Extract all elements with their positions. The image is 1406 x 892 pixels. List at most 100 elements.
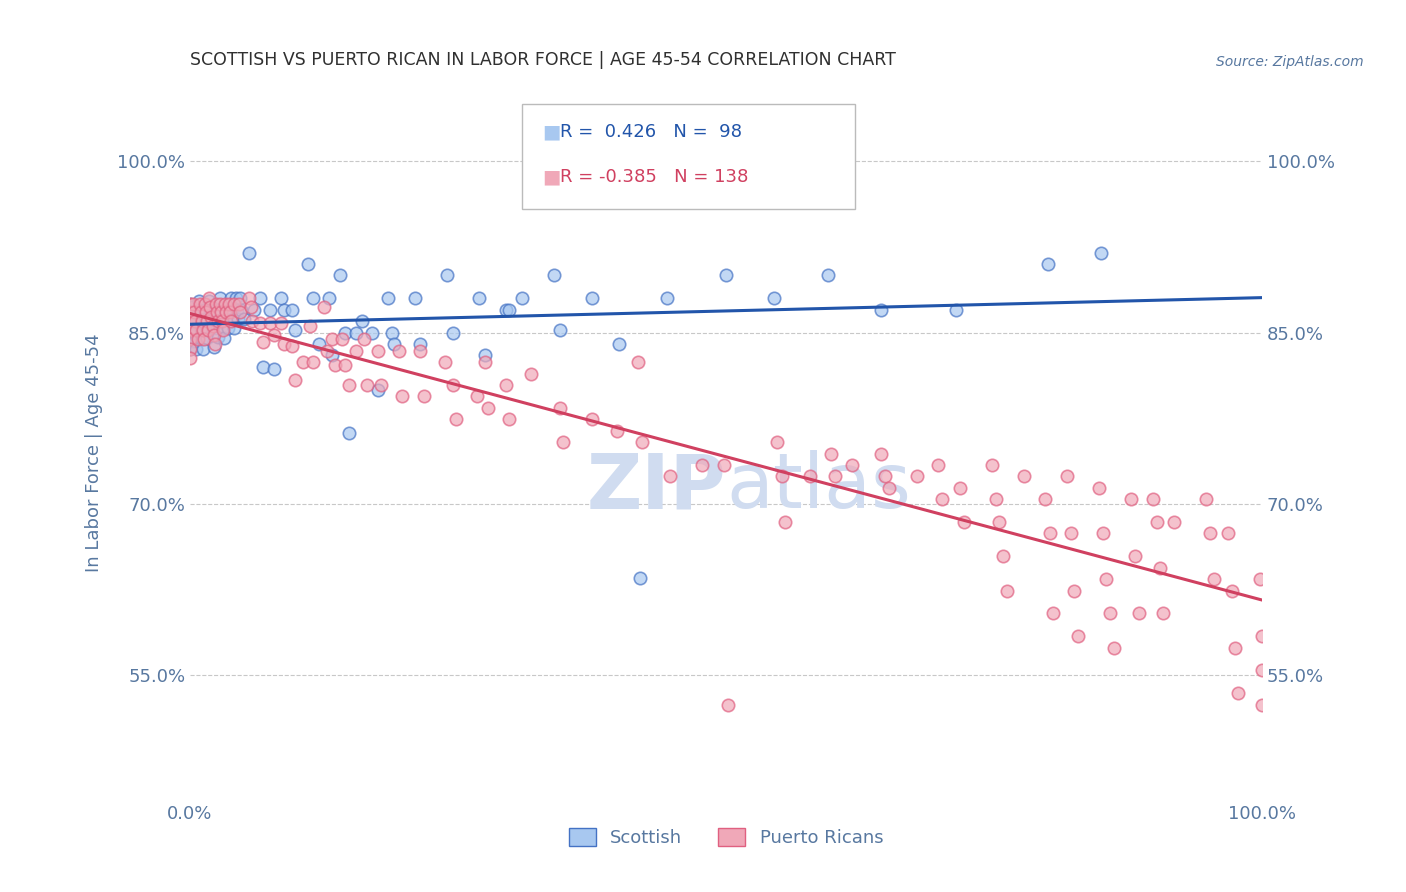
Point <box>321 348 343 362</box>
Point <box>409 343 432 358</box>
Point <box>953 515 976 529</box>
Point <box>207 314 229 328</box>
Point <box>468 291 491 305</box>
Point <box>1142 492 1164 507</box>
Point <box>291 355 314 369</box>
Point <box>543 268 565 283</box>
Point <box>441 378 464 392</box>
Point <box>297 257 319 271</box>
Point <box>1163 515 1185 529</box>
Point <box>444 412 467 426</box>
Point <box>1251 698 1274 712</box>
Point <box>273 302 295 317</box>
Point <box>1128 607 1150 621</box>
Point <box>1042 607 1064 621</box>
Point <box>204 297 226 311</box>
Point <box>1039 526 1062 541</box>
Point <box>988 515 1011 529</box>
Point <box>200 310 222 324</box>
Point <box>404 291 426 305</box>
Legend: Scottish, Puerto Ricans: Scottish, Puerto Ricans <box>561 821 890 855</box>
Point <box>218 297 240 311</box>
Point <box>191 314 214 328</box>
Point <box>187 332 209 346</box>
Point <box>1090 245 1112 260</box>
Point <box>195 305 218 319</box>
Point <box>284 323 307 337</box>
Point <box>179 342 201 356</box>
Point <box>179 332 201 346</box>
Point <box>1095 572 1118 586</box>
Point <box>1146 515 1168 529</box>
Point <box>655 291 678 305</box>
Point <box>391 389 413 403</box>
Point <box>215 311 238 326</box>
Point <box>436 268 458 283</box>
Point <box>377 291 399 305</box>
Point <box>183 305 205 319</box>
Point <box>194 311 217 326</box>
Point <box>259 317 281 331</box>
Point <box>367 383 389 397</box>
Point <box>495 302 517 317</box>
Point <box>1035 492 1057 507</box>
Point <box>214 302 236 317</box>
Point <box>991 549 1014 564</box>
Point <box>221 302 243 317</box>
Point <box>214 331 236 345</box>
Point <box>205 321 228 335</box>
Point <box>465 389 488 403</box>
Point <box>184 334 207 348</box>
Point <box>204 302 226 317</box>
Point <box>1227 686 1250 700</box>
Point <box>335 358 357 372</box>
Point <box>179 310 201 324</box>
Point <box>228 297 250 311</box>
Point <box>477 401 499 415</box>
Point <box>198 293 221 308</box>
Point <box>1092 526 1115 541</box>
Text: ■: ■ <box>543 122 561 142</box>
Point <box>179 351 201 365</box>
Point <box>259 302 281 317</box>
Point <box>498 302 520 317</box>
Point <box>344 326 367 340</box>
Point <box>179 323 201 337</box>
Point <box>510 291 533 305</box>
Point <box>949 481 972 495</box>
Point <box>270 291 292 305</box>
Point <box>222 321 245 335</box>
Point <box>183 317 205 331</box>
Point <box>350 314 373 328</box>
Point <box>931 492 953 507</box>
Point <box>607 337 630 351</box>
Point <box>606 424 628 438</box>
Point <box>330 332 353 346</box>
Text: R = -0.385   N = 138: R = -0.385 N = 138 <box>560 169 748 186</box>
Point <box>252 334 274 349</box>
Point <box>302 355 325 369</box>
Point <box>1149 560 1171 574</box>
Point <box>927 458 949 472</box>
Text: ZIP: ZIP <box>586 450 725 524</box>
Point <box>870 446 893 460</box>
Point <box>195 331 218 345</box>
Point <box>209 291 232 305</box>
Point <box>692 458 714 472</box>
Point <box>870 302 893 317</box>
Text: SCOTTISH VS PUERTO RICAN IN LABOR FORCE | AGE 45-54 CORRELATION CHART: SCOTTISH VS PUERTO RICAN IN LABOR FORCE … <box>190 51 896 69</box>
Point <box>628 571 651 585</box>
Point <box>211 311 233 326</box>
Point <box>225 291 247 305</box>
Point <box>1195 492 1218 507</box>
Point <box>200 301 222 315</box>
Point <box>179 302 201 317</box>
Point <box>190 321 212 335</box>
Point <box>202 340 225 354</box>
Point <box>187 293 209 308</box>
Point <box>238 291 260 305</box>
FancyBboxPatch shape <box>522 104 855 209</box>
Point <box>1121 492 1143 507</box>
Point <box>1056 469 1078 483</box>
Point <box>1223 640 1246 655</box>
